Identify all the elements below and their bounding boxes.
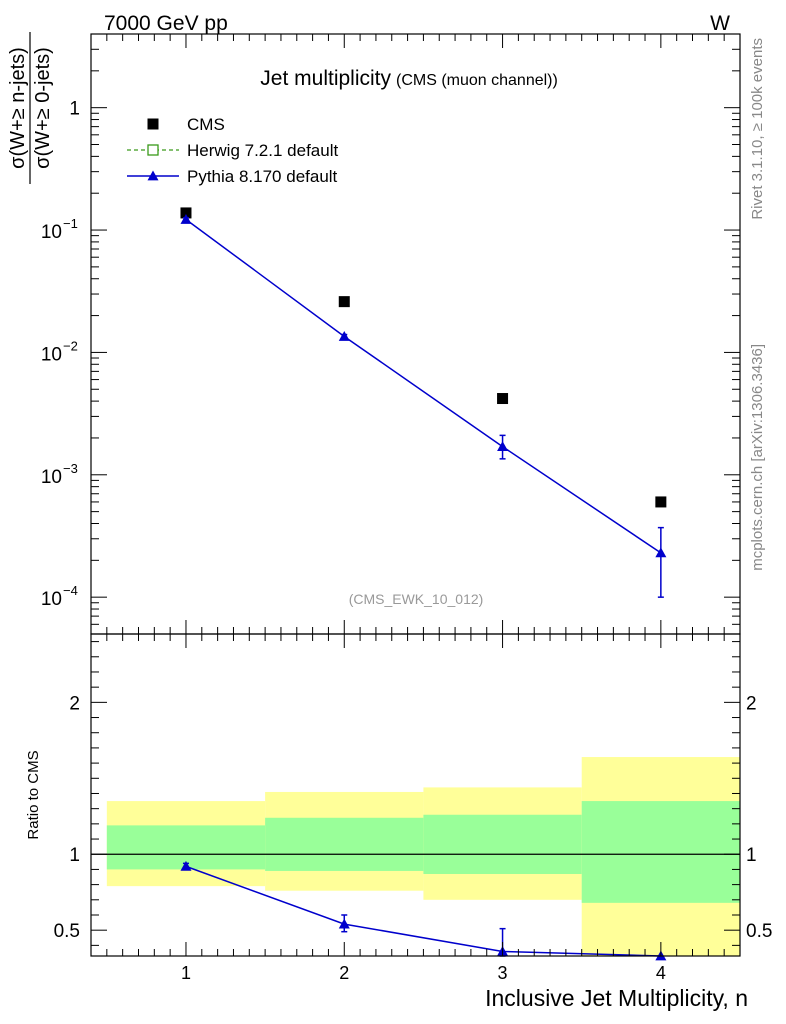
ratio-y-axis-label: Ratio to CMS — [25, 750, 42, 839]
ratio-band-inner-3 — [423, 814, 582, 874]
ratio-pythia-point-1 — [180, 860, 192, 871]
cms-point-1 — [180, 207, 192, 219]
legend-label-2: Herwig 7.2.1 default — [187, 141, 338, 160]
main-series-layer — [180, 207, 667, 598]
legend-marker-cms — [147, 118, 159, 130]
y-tick-exponent-4: −3 — [63, 461, 78, 476]
legend-marker-herwig — [147, 144, 159, 156]
cms-point-2 — [338, 296, 350, 308]
ratio-bands — [91, 757, 740, 956]
pythia-line — [185, 218, 662, 554]
ratio-band-inner-4 — [581, 801, 740, 903]
y-tick-exponent-5: −4 — [63, 583, 78, 598]
ratio-y-tick-label-3: 2 — [69, 693, 80, 714]
watermark: (CMS_EWK_10_012) — [349, 591, 484, 607]
y-tick-exponent-3: −2 — [63, 338, 78, 353]
ratio-axes: 1 2 3 4 0.5 0.5 1 1 2 2 — [54, 633, 772, 983]
y-axis-label-denominator: σ(W+≥ 0-jets) — [32, 47, 54, 169]
x-tick-label-4: 4 — [656, 963, 666, 983]
legend-label-1: CMS — [187, 115, 225, 134]
y-tick-label-3: 10 — [41, 344, 62, 365]
legend: CMS Herwig 7.2.1 default Pythia 8.170 defa… — [127, 115, 338, 186]
y-tick-label-5: 10 — [41, 589, 62, 610]
cms-point-4 — [655, 496, 667, 508]
ratio-frame — [90, 633, 741, 957]
pythia-point-1 — [180, 213, 192, 224]
pythia-point-3 — [497, 441, 509, 451]
ratio-y-tick-label-right-3: 2 — [746, 693, 757, 714]
ratio-y-tick-label-1: 0.5 — [54, 921, 80, 942]
y-tick-label-1: 1 — [69, 99, 80, 120]
ratio-y-tick-label-right-1: 0.5 — [746, 921, 772, 942]
y-tick-exponent-2: −1 — [63, 216, 78, 231]
y-tick-label-4: 10 — [41, 467, 62, 488]
y-tick-label-2: 10 — [41, 222, 62, 243]
x-axis-label: Inclusive Jet Multiplicity, n — [485, 985, 748, 1011]
y-axis-label: σ(W+≥ n-jets) σ(W+≥ 0-jets) — [7, 32, 54, 184]
x-tick-label-2: 2 — [339, 963, 349, 983]
x-tick-label-1: 1 — [181, 963, 191, 983]
mcplots-label: mcplots.cern.ch [arXiv:1306.3436] — [749, 344, 766, 571]
rivet-label: Rivet 3.1.10, ≥ 100k events — [749, 38, 766, 220]
ratio-y-tick-label-right-2: 1 — [746, 845, 757, 866]
chart-title: Jet multiplicity — [260, 67, 391, 90]
pythia-point-4 — [655, 547, 667, 558]
main-axes: 110−110−210−310−4 — [41, 33, 741, 635]
ratio-pythia-point-2 — [338, 918, 350, 929]
legend-label-3: Pythia 8.170 default — [187, 167, 338, 186]
ratio-band-inner-2 — [265, 817, 424, 871]
legend-marker-pythia — [147, 170, 159, 181]
x-tick-label-3: 3 — [498, 963, 508, 983]
chart-subtitle: (CMS (muon channel)) — [396, 72, 558, 89]
ratio-y-tick-label-2: 1 — [69, 845, 80, 866]
pythia-point-2 — [338, 330, 350, 341]
cms-point-3 — [497, 393, 509, 405]
header-left: 7000 GeV pp — [104, 12, 228, 35]
header-right: W — [710, 12, 730, 35]
y-axis-label-numerator: σ(W+≥ n-jets) — [7, 47, 29, 169]
